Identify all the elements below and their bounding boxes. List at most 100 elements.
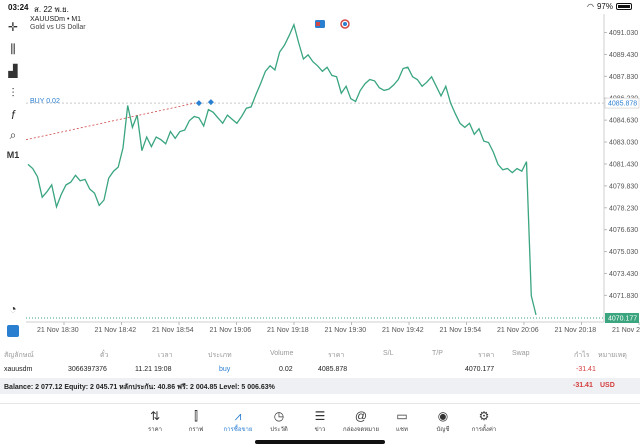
nav-label: การตั้งค่า bbox=[471, 427, 497, 433]
balance-bar: Balance: 2 077.12 Equity: 2 045.71 หลักป… bbox=[0, 378, 640, 394]
account-icon: ◉ bbox=[437, 409, 449, 423]
status-right: ◠ 97% bbox=[587, 2, 632, 11]
one-click-trading-icon[interactable] bbox=[4, 322, 22, 340]
row-time: 11.21 19:08 bbox=[135, 366, 172, 373]
row-type: buy bbox=[219, 366, 231, 373]
time-tick-label: 21 Nov 19:30 bbox=[325, 327, 367, 334]
row-symbol: xauusdm bbox=[4, 366, 33, 373]
nav-label: ราคา bbox=[148, 427, 162, 433]
time-tick-label: 21 Nov 19:54 bbox=[440, 327, 482, 334]
trade-clock-icon[interactable]: ◔ bbox=[9, 302, 17, 316]
col-tp[interactable]: T/P bbox=[432, 350, 443, 357]
crosshair-icon[interactable]: ✛ bbox=[7, 20, 19, 34]
nav-chat[interactable]: ▭ แชท bbox=[382, 408, 422, 434]
buy-price-tag bbox=[604, 97, 640, 109]
price-tick-label: 4078.230 bbox=[609, 205, 638, 212]
price-tick-label: 4071.830 bbox=[609, 293, 638, 300]
price-series-line bbox=[27, 22, 537, 316]
balance-profit: -31.41 bbox=[573, 382, 593, 389]
col-time[interactable]: เวลา bbox=[158, 352, 173, 359]
time-tick-label: 21 Nov 18:42 bbox=[95, 327, 137, 334]
settings-icon: ⚙ bbox=[478, 409, 490, 423]
price-chart[interactable]: 4091.0304089.4304087.8304086.2304084.630… bbox=[25, 14, 640, 344]
sell-indicator-icon bbox=[316, 22, 320, 26]
chart-toolbar: ✛ ⫼ ▟ ⫶ f ⌕ M1 ◔ bbox=[0, 14, 26, 344]
price-tick-label: 4079.830 bbox=[609, 183, 638, 190]
col-symbol[interactable]: สัญลักษณ์ bbox=[4, 352, 34, 359]
row-profit: -31.41 bbox=[576, 366, 596, 373]
buy-entry-marker bbox=[195, 100, 202, 107]
time-tick-label: 21 Nov 19:06 bbox=[210, 327, 252, 334]
col-ticket[interactable]: ตั๋ว bbox=[100, 352, 109, 359]
col-price[interactable]: ราคา bbox=[328, 352, 345, 359]
home-indicator bbox=[255, 440, 385, 444]
chart-type-icon[interactable]: ⫼ bbox=[10, 41, 16, 56]
timeframe-m1-button[interactable]: M1 bbox=[6, 150, 20, 160]
price-tick-label: 4091.030 bbox=[609, 30, 638, 37]
nav-quotes[interactable]: ⇅ ราคา bbox=[135, 408, 175, 434]
col-type[interactable]: ประเภท bbox=[208, 352, 232, 359]
news-icon: ☰ bbox=[314, 409, 326, 423]
row-price: 4070.177 bbox=[465, 366, 495, 373]
nav-label: การซื้อขาย bbox=[223, 427, 253, 433]
nav-mailbox[interactable]: @ กล่องจดหมาย bbox=[341, 408, 381, 434]
chart-line-icon: ⩘ bbox=[234, 409, 242, 423]
status-bar: 03:24 ส. 22 พ.ย. ◠ 97% bbox=[0, 0, 640, 14]
bottom-nav: ⇅ ราคา ⫿ กราฟ ⩘ การซื้อขาย ◷ ประวัติ ☰ ข… bbox=[0, 403, 640, 447]
indicators-icon[interactable]: ▟ bbox=[8, 64, 18, 78]
price-tick-label: 4073.430 bbox=[609, 271, 638, 278]
status-date: ส. 22 พ.ย. bbox=[34, 5, 69, 14]
nav-history[interactable]: ◷ ประวัติ bbox=[259, 408, 299, 434]
trade-history-line bbox=[25, 102, 196, 141]
price-chart-svg[interactable]: 4091.0304089.4304087.8304086.2304084.630… bbox=[25, 14, 640, 344]
battery-text: 97% bbox=[596, 2, 613, 11]
mailbox-icon: @ bbox=[354, 409, 368, 423]
time-tick-label: 21 Nov 19:18 bbox=[267, 327, 309, 334]
price-tick-label: 4089.430 bbox=[609, 52, 638, 59]
depth-of-market-icon bbox=[340, 19, 350, 29]
price-tick-label: 4075.030 bbox=[609, 249, 638, 256]
chart-description: Gold vs US Dollar bbox=[30, 24, 86, 31]
nav-trade[interactable]: ⩘ การซื้อขาย bbox=[218, 408, 258, 434]
nav-news[interactable]: ☰ ข่าว bbox=[300, 408, 340, 434]
price-tick-label: 4084.630 bbox=[609, 118, 638, 125]
price-tick-label: 4087.830 bbox=[609, 74, 638, 81]
table-header: สัญลักษณ์ ตั๋ว เวลา ประเภท Volume ราคา S… bbox=[0, 346, 640, 362]
time-tick-label: 21 Nov 18:54 bbox=[152, 327, 194, 334]
time-tick-label: 21 Nov 20:30 bbox=[612, 327, 640, 334]
price-tick-label: 4083.030 bbox=[609, 140, 638, 147]
nav-account[interactable]: ◉ บัญชี bbox=[423, 408, 463, 434]
balance-text: Balance: 2 077.12 Equity: 2 045.71 หลักป… bbox=[4, 384, 275, 391]
time-tick-label: 21 Nov 20:06 bbox=[497, 327, 539, 334]
chat-icon: ▭ bbox=[396, 409, 408, 423]
balance-currency: USD bbox=[600, 382, 615, 389]
price-tick-label: 4076.630 bbox=[609, 227, 638, 234]
col-current[interactable]: ราคา bbox=[478, 352, 495, 359]
battery-icon bbox=[616, 3, 632, 10]
row-ticket: 3066397376 bbox=[68, 366, 107, 373]
buy-price-tag-text: 4085.878 bbox=[608, 101, 637, 108]
history-icon: ◷ bbox=[273, 409, 285, 423]
nav-label: แชท bbox=[396, 427, 408, 433]
candles-icon: ⫿ bbox=[194, 409, 198, 423]
row-volume: 0.02 bbox=[279, 366, 293, 373]
buy-position-label[interactable]: BUY 0.02 bbox=[30, 98, 60, 105]
table-row[interactable]: xauusdm 3066397376 11.21 19:08 buy 0.02 … bbox=[0, 362, 640, 378]
function-icon[interactable]: f bbox=[11, 108, 15, 122]
col-swap[interactable]: Swap bbox=[512, 350, 530, 357]
current-price-tag bbox=[605, 313, 639, 323]
col-sl[interactable]: S/L bbox=[383, 350, 394, 357]
col-comment[interactable]: หมายเหตุ bbox=[598, 352, 627, 359]
nav-label: บัญชี bbox=[436, 427, 450, 433]
col-profit[interactable]: กำไร bbox=[574, 352, 590, 359]
objects-icon[interactable]: ⫶ bbox=[11, 85, 15, 100]
current-price-tag-text: 4070.177 bbox=[608, 316, 637, 323]
nav-settings[interactable]: ⚙ การตั้งค่า bbox=[464, 408, 504, 434]
col-volume[interactable]: Volume bbox=[270, 350, 294, 357]
nav-label: ข่าว bbox=[314, 427, 326, 433]
nav-chart[interactable]: ⫿ กราฟ bbox=[176, 408, 216, 434]
shapes-icon[interactable]: ⌕ bbox=[9, 127, 17, 142]
trade-table: สัญลักษณ์ ตั๋ว เวลา ประเภท Volume ราคา S… bbox=[0, 346, 640, 378]
time-tick-label: 21 Nov 20:18 bbox=[555, 327, 597, 334]
buy-entry-marker bbox=[207, 99, 214, 106]
